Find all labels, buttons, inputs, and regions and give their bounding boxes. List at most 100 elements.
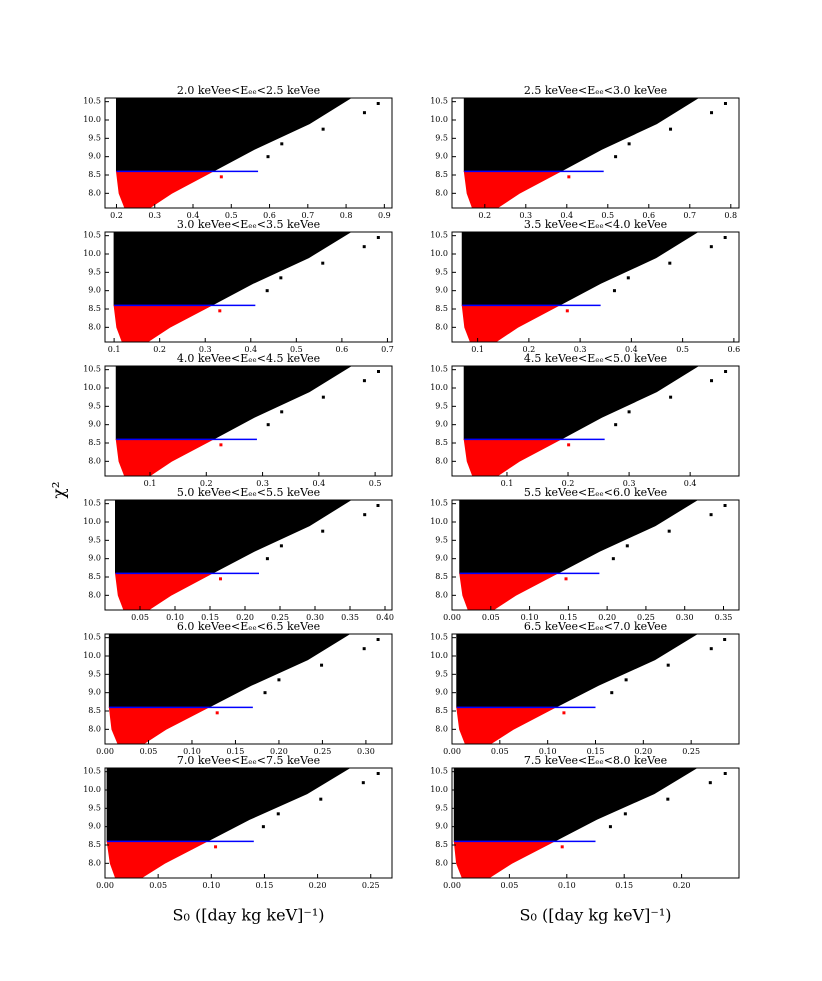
y-tick-label: 9.5: [88, 133, 101, 142]
subplot-title: 6.0 keVee<Eₑₑ<6.5 keVee: [177, 620, 320, 633]
x-tick-label: 0.10: [202, 881, 220, 890]
scatter-point: [362, 111, 366, 115]
x-tick-label: 0.7: [683, 211, 696, 220]
y-tick-label: 9.5: [435, 267, 448, 276]
scatter-point: [627, 410, 631, 414]
scatter-point: [280, 142, 284, 146]
x-tick-label: 0.05: [482, 613, 500, 622]
point-cloud: [113, 304, 212, 342]
scatter-point: [219, 175, 223, 179]
subplot-title: 5.5 keVee<Eₑₑ<6.0 keVee: [524, 486, 667, 499]
scatter-point: [667, 529, 671, 533]
x-tick-label: 0.15: [227, 747, 245, 756]
y-tick-label: 8.5: [88, 572, 101, 581]
x-tick-label: 0.15: [201, 613, 219, 622]
axes-frame: [451, 499, 740, 611]
x-tick-label: 0.10: [558, 881, 576, 890]
x-tick-label: 0.25: [271, 613, 289, 622]
point-cloud: [108, 634, 351, 708]
y-tick-label: 8.0: [88, 456, 101, 465]
scatter-point: [362, 647, 366, 651]
scatter-point: [668, 261, 672, 265]
y-tick-label: 8.5: [435, 840, 448, 849]
point-cloud: [453, 840, 555, 878]
scatter-point: [320, 663, 324, 667]
x-tick-label: 0.4: [244, 345, 257, 354]
y-tick-label: 9.5: [435, 401, 448, 410]
x-tick-label: 0.25: [362, 881, 380, 890]
plot-area: [456, 634, 727, 744]
subplot-title: 2.5 keVee<Eₑₑ<3.0 keVee: [524, 84, 667, 97]
x-tick-label: 0.15: [587, 747, 605, 756]
y-tick-label: 8.5: [435, 572, 448, 581]
scatter-point: [666, 797, 670, 801]
axes-frame: [451, 97, 740, 209]
subplot: 6.0 keVee<Eₑₑ<6.5 keVee 0.00 0.05 0.10 0.15 0…: [83, 620, 393, 756]
scatter-point: [614, 423, 618, 427]
x-tick-label: 0.10: [539, 747, 557, 756]
scatter-point: [362, 379, 366, 383]
point-cloud: [461, 304, 560, 342]
axes-frame: [104, 231, 393, 343]
x-tick-label: 0.5: [601, 211, 614, 220]
y-tick-label: 9.0: [88, 286, 101, 295]
scatter-point: [277, 678, 281, 682]
scatter-point: [215, 711, 219, 715]
scatter-point: [669, 127, 673, 131]
scatter-point: [709, 647, 713, 651]
y-tick-label: 10.5: [83, 633, 101, 642]
scatter-point: [625, 544, 629, 548]
x-tick-label: 0.8: [724, 211, 737, 220]
x-tick-label: 0.6: [642, 211, 655, 220]
subplot-title: 2.0 keVee<Eₑₑ<2.5 keVee: [177, 84, 320, 97]
subplot: 4.5 keVee<Eₑₑ<5.0 keVee 0.1 0.2 0.3 0.4 8.0 8.…: [430, 352, 740, 488]
x-tick-label: 0.5: [676, 345, 689, 354]
y-tick-label: 10.0: [430, 383, 448, 392]
scatter-point: [724, 370, 728, 373]
scatter-point: [723, 504, 727, 507]
y-tick-label: 10.5: [83, 231, 101, 240]
y-tick-label: 9.5: [88, 669, 101, 678]
subplot: 2.0 keVee<Eₑₑ<2.5 keVee 0.2 0.3 0.4 0.5 0.6 0.…: [83, 84, 393, 220]
x-tick-label: 0.00: [96, 747, 114, 756]
y-tick-label: 9.0: [88, 152, 101, 161]
scatter-point: [321, 261, 325, 265]
x-tick-label: 0.1: [108, 345, 121, 354]
y-tick-label: 8.5: [88, 304, 101, 313]
x-tick-label: 0.05: [491, 747, 509, 756]
x-tick-label: 0.2: [110, 211, 123, 220]
subplot: 3.0 keVee<Eₑₑ<3.5 keVee 0.1 0.2 0.3 0.4 0.5 0.…: [83, 218, 394, 354]
point-cloud: [463, 366, 700, 440]
x-tick-label: 0.3: [519, 211, 532, 220]
scatter-point: [321, 395, 325, 399]
y-tick-label: 8.5: [435, 706, 448, 715]
scatter-point: [669, 395, 673, 399]
y-tick-label: 8.5: [435, 170, 448, 179]
scatter-point: [321, 127, 325, 131]
x-tick-label: 0.20: [634, 747, 652, 756]
x-tick-label: 0.4: [560, 211, 573, 220]
x-tick-label: 0.2: [478, 211, 491, 220]
x-tick-label: 0.35: [341, 613, 359, 622]
point-cloud: [459, 572, 558, 610]
y-tick-label: 10.5: [430, 97, 448, 106]
x-tick-label: 0.25: [314, 747, 332, 756]
axes-frame: [451, 767, 740, 879]
plot-area: [106, 768, 380, 878]
x-tick-label: 0.5: [225, 211, 238, 220]
x-tick-label: 0.1: [471, 345, 484, 354]
axes-frame: [451, 231, 740, 343]
y-tick-label: 9.0: [88, 420, 101, 429]
x-tick-label: 0.9: [378, 211, 391, 220]
scatter-point: [376, 102, 380, 105]
scatter-point: [567, 443, 571, 447]
scatter-point: [265, 557, 269, 561]
y-tick-label: 10.0: [430, 651, 448, 660]
x-tick-label: 0.15: [615, 881, 633, 890]
scatter-point: [376, 638, 380, 641]
x-tick-label: 0.2: [523, 345, 536, 354]
y-tick-label: 8.0: [435, 456, 448, 465]
y-tick-label: 10.0: [83, 115, 101, 124]
scatter-point: [376, 504, 380, 507]
x-tick-label: 0.2: [200, 479, 213, 488]
